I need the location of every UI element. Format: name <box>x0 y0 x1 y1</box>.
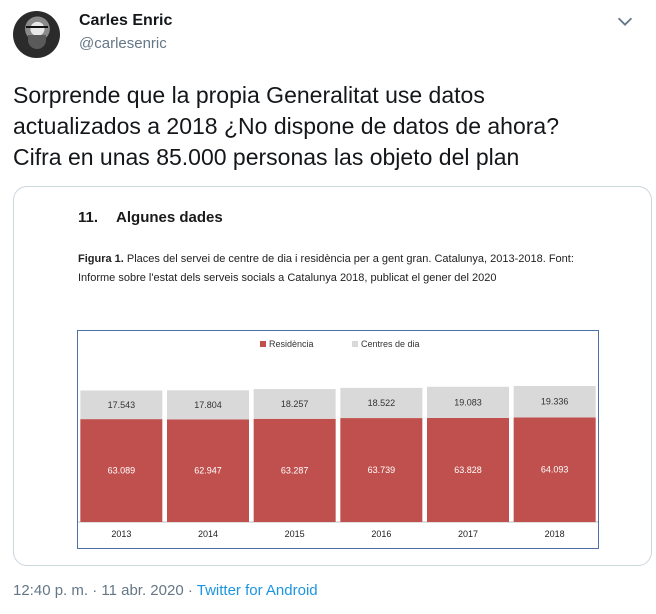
x-tick-label-2015: 2015 <box>285 529 305 539</box>
x-tick-label-2016: 2016 <box>371 529 391 539</box>
avatar[interactable] <box>13 11 60 58</box>
data-label-2013-0: 63.089 <box>108 466 136 476</box>
bar-2013-0 <box>80 419 163 522</box>
data-label-2017-1: 19.083 <box>454 397 482 407</box>
data-label-2016-0: 63.739 <box>368 465 396 475</box>
figure-label: Figura 1. <box>78 253 124 265</box>
legend-label-0: Residència <box>269 339 314 349</box>
bar-2017-0 <box>427 417 509 522</box>
legend-label-1: Centres de dia <box>361 339 420 349</box>
legend-swatch-1 <box>352 341 358 347</box>
author-handle[interactable]: @carlesenric <box>79 35 167 52</box>
x-tick-label-2014: 2014 <box>198 529 218 539</box>
bar-2018-1 <box>513 385 596 418</box>
data-label-2018-1: 19.336 <box>541 397 569 407</box>
figure-caption-text: Places del servei de centre de dia i res… <box>78 253 574 284</box>
data-label-2014-0: 62.947 <box>194 466 222 476</box>
chevron-down-icon[interactable] <box>614 10 636 32</box>
bar-2016-0 <box>340 418 423 522</box>
bar-2018-0 <box>513 417 596 522</box>
data-label-2017-0: 63.828 <box>454 465 482 475</box>
author-name[interactable]: Carles Enric <box>79 12 173 29</box>
bar-2015-0 <box>253 418 336 522</box>
figure-caption: Figura 1. Places del servei de centre de… <box>78 250 598 288</box>
x-tick-label-2013: 2013 <box>111 529 131 539</box>
section-number: 11. <box>78 209 99 226</box>
bar-2014-0 <box>167 419 249 522</box>
data-label-2018-0: 64.093 <box>541 465 569 475</box>
data-label-2015-1: 18.257 <box>281 399 309 409</box>
tweet-header: Carles Enric @carlesenric <box>10 8 646 64</box>
tweet-source-link[interactable]: Twitter for Android <box>196 582 318 599</box>
data-label-2014-1: 17.804 <box>194 400 222 410</box>
bar-2015-1 <box>253 389 336 419</box>
data-label-2016-1: 18.522 <box>368 398 396 408</box>
tweet-footer: 12:40 p. m. · 11 abr. 2020 · Twitter for… <box>13 582 318 599</box>
tweet-text: Sorprende que la propia Generalitat use … <box>13 82 560 170</box>
data-label-2013-1: 17.543 <box>108 400 136 410</box>
bar-2013-1 <box>80 390 163 420</box>
bar-2016-1 <box>340 387 423 419</box>
bar-2017-1 <box>427 386 509 418</box>
section-title: Algunes dades <box>116 209 223 226</box>
document-section-heading: 11. Algunes dades <box>78 209 223 226</box>
x-tick-label-2018: 2018 <box>545 529 565 539</box>
stacked-bar-chart: Residència Centres de dia 63.089 17.543 2013… <box>78 339 598 539</box>
avatar-beard <box>28 35 46 49</box>
data-label-2015-0: 63.287 <box>281 465 309 475</box>
tweet-media-image[interactable]: 11. Algunes dades Figura 1. Places del se… <box>13 186 652 566</box>
tweet-timestamp[interactable]: 12:40 p. m. · 11 abr. 2020 · <box>13 582 197 599</box>
chart-frame: Residència Centres de dia 63.089 17.543 2013… <box>77 330 599 549</box>
x-tick-label-2017: 2017 <box>458 529 478 539</box>
bar-2014-1 <box>167 390 249 420</box>
avatar-glasses <box>26 26 48 32</box>
legend-swatch-0 <box>260 341 266 347</box>
